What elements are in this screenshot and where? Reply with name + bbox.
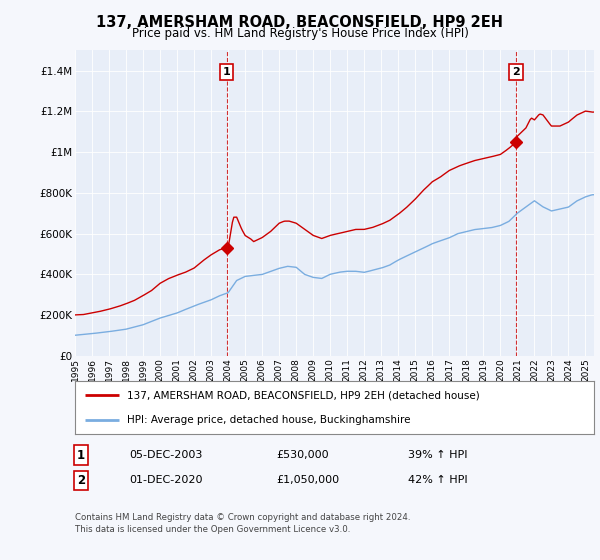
Text: 01-DEC-2020: 01-DEC-2020: [129, 475, 203, 486]
Text: 2: 2: [77, 474, 85, 487]
Text: This data is licensed under the Open Government Licence v3.0.: This data is licensed under the Open Gov…: [75, 525, 350, 534]
Text: 05-DEC-2003: 05-DEC-2003: [129, 450, 202, 460]
Text: £1,050,000: £1,050,000: [276, 475, 339, 486]
Text: 137, AMERSHAM ROAD, BEACONSFIELD, HP9 2EH (detached house): 137, AMERSHAM ROAD, BEACONSFIELD, HP9 2E…: [127, 390, 479, 400]
Text: 1: 1: [77, 449, 85, 462]
Text: 1: 1: [223, 67, 230, 77]
Text: 137, AMERSHAM ROAD, BEACONSFIELD, HP9 2EH: 137, AMERSHAM ROAD, BEACONSFIELD, HP9 2E…: [97, 15, 503, 30]
Text: Contains HM Land Registry data © Crown copyright and database right 2024.: Contains HM Land Registry data © Crown c…: [75, 513, 410, 522]
Text: 39% ↑ HPI: 39% ↑ HPI: [408, 450, 467, 460]
Text: 42% ↑ HPI: 42% ↑ HPI: [408, 475, 467, 486]
Text: Price paid vs. HM Land Registry's House Price Index (HPI): Price paid vs. HM Land Registry's House …: [131, 27, 469, 40]
Text: HPI: Average price, detached house, Buckinghamshire: HPI: Average price, detached house, Buck…: [127, 414, 410, 424]
Text: £530,000: £530,000: [276, 450, 329, 460]
Text: 2: 2: [512, 67, 520, 77]
